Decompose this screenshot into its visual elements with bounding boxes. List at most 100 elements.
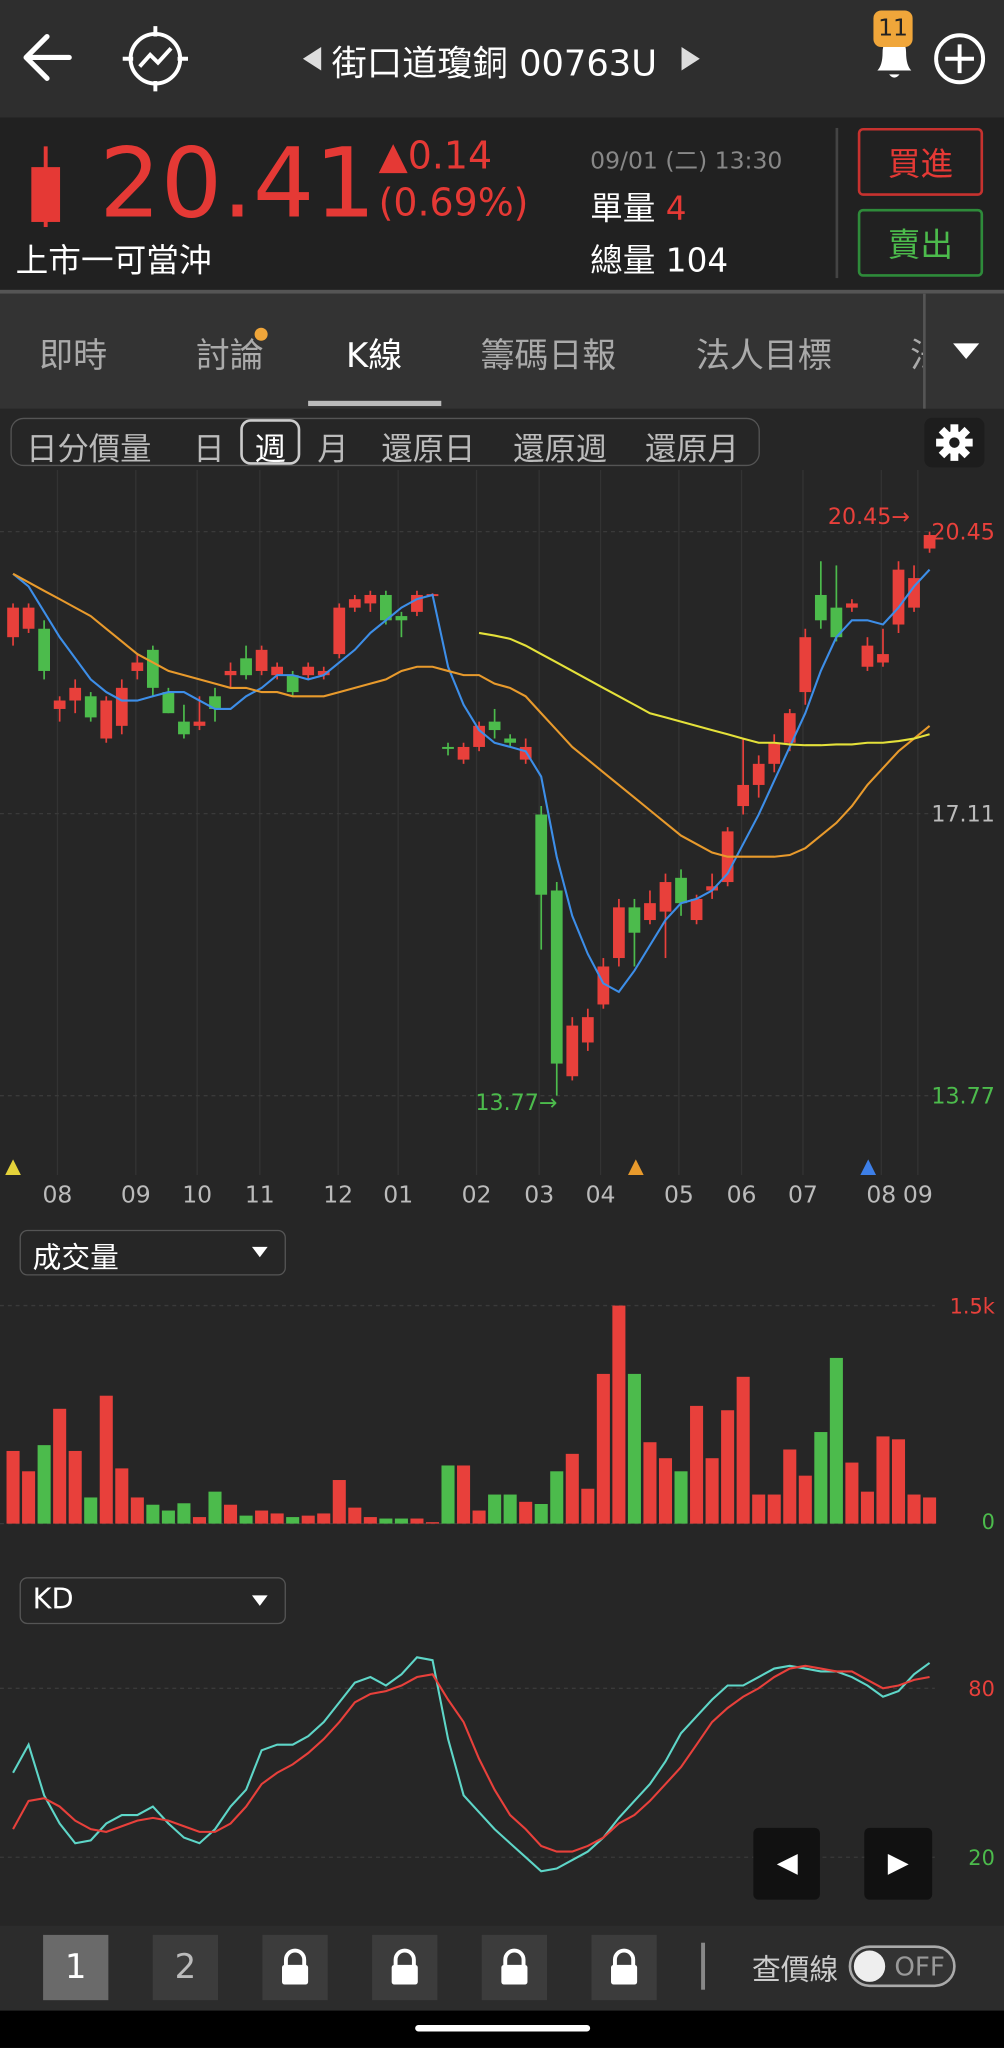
- alert-button[interactable]: [867, 29, 922, 84]
- candle-body: [317, 670, 330, 676]
- tab-list: 即時 討論 K線 籌碼日報 法人目標 法: [0, 294, 924, 409]
- period[interactable]: 日分價量: [26, 430, 152, 468]
- alert-badge: 11: [873, 10, 913, 48]
- kd-dropdown[interactable]: KD: [19, 1577, 286, 1625]
- toggle-knob: [853, 1950, 886, 1982]
- y-tick-label: 0: [982, 1510, 995, 1534]
- locked-layout[interactable]: [262, 1934, 328, 2001]
- candle-body: [162, 692, 175, 714]
- price-line-label: 查價線: [752, 1954, 839, 1988]
- candle-body: [255, 649, 268, 671]
- period[interactable]: 還原日: [381, 430, 476, 468]
- candle-body: [100, 700, 113, 739]
- trend-button[interactable]: [120, 24, 191, 95]
- candle-body: [411, 594, 423, 612]
- change-pct: (0.69%): [378, 180, 529, 225]
- buy-button[interactable]: 買進: [857, 127, 984, 196]
- dropdown-label: 成交量: [32, 1242, 119, 1276]
- volume-bar: [923, 1497, 937, 1524]
- candle-body: [488, 721, 501, 731]
- volume-bar: [643, 1442, 657, 1524]
- marker: [860, 1159, 877, 1176]
- candle-body: [877, 654, 889, 663]
- lot-label: 單量: [590, 189, 656, 228]
- candle-body: [473, 725, 485, 747]
- layout-button[interactable]: 2: [152, 1934, 219, 2001]
- candle-body: [302, 666, 315, 676]
- locked-layout[interactable]: [372, 1934, 438, 2001]
- candle-body: [581, 1017, 594, 1043]
- x-tick-label: 08: [866, 1180, 896, 1208]
- volume-bar: [581, 1488, 595, 1524]
- toggle[interactable]: OFF: [848, 1945, 956, 1988]
- tab[interactable]: 法人目標: [695, 336, 832, 377]
- locked-layout[interactable]: [591, 1934, 657, 2001]
- locked-layout[interactable]: [481, 1934, 548, 2001]
- volume-bar: [612, 1305, 626, 1524]
- candle-body: [706, 886, 718, 891]
- y-tick-label: 1.5k: [950, 1294, 996, 1318]
- lock-icon: [501, 1948, 528, 1985]
- prev-stock[interactable]: [300, 44, 324, 73]
- volume-dropdown[interactable]: 成交量: [19, 1229, 286, 1276]
- toggle-label: OFF: [894, 1950, 945, 1982]
- candle-body: [504, 738, 517, 743]
- candle-body: [923, 535, 936, 549]
- period[interactable]: 日: [193, 430, 225, 468]
- period[interactable]: 週: [254, 430, 286, 468]
- volume-bar: [332, 1480, 346, 1524]
- period[interactable]: 月: [317, 430, 349, 468]
- volume-bar: [534, 1504, 548, 1524]
- scroll-right[interactable]: [864, 1827, 933, 1900]
- sell-button[interactable]: 賣出: [857, 208, 984, 277]
- candle-body: [752, 763, 765, 785]
- candle-body: [348, 599, 361, 608]
- tab[interactable]: K線: [345, 336, 403, 377]
- candle-body: [892, 569, 905, 625]
- tab[interactable]: 即時: [39, 336, 108, 377]
- period[interactable]: 還原週: [513, 430, 608, 468]
- tab[interactable]: 討論: [195, 336, 264, 377]
- volume-bar: [829, 1357, 843, 1524]
- tab-menu[interactable]: [923, 293, 1004, 409]
- y-tick-label: 13.77: [931, 1083, 995, 1109]
- menu-arrow: [953, 343, 980, 360]
- volume-bar: [130, 1497, 144, 1524]
- footer: 1 2 查價線 OFF: [0, 1925, 1004, 2011]
- volume-bar: [239, 1515, 253, 1524]
- volume-bar: [177, 1503, 191, 1524]
- x-tick-label: 12: [323, 1180, 353, 1208]
- volume-bar: [519, 1501, 533, 1524]
- candle-body: [814, 594, 827, 621]
- tab[interactable]: 籌碼日報: [480, 336, 617, 377]
- add-button[interactable]: [932, 31, 987, 86]
- tab[interactable]: 法: [910, 329, 924, 377]
- x-tick-label: 02: [462, 1180, 492, 1208]
- candle-body: [115, 687, 128, 726]
- volume-bar: [161, 1510, 175, 1524]
- moving-average: [478, 631, 930, 747]
- candle-body: [737, 784, 750, 807]
- min-label: 13.77→: [475, 1090, 557, 1116]
- volume-bar: [317, 1513, 331, 1524]
- scroll-left[interactable]: [753, 1827, 820, 1900]
- arrow: [776, 1853, 798, 1875]
- volume-bar: [425, 1522, 440, 1524]
- volume-bar: [721, 1410, 735, 1524]
- back-button[interactable]: [21, 31, 73, 83]
- market: 上市一可當沖: [15, 241, 212, 280]
- candle-body: [830, 607, 843, 638]
- layout-button[interactable]: 1: [43, 1934, 109, 2001]
- lock-icon: [282, 1948, 309, 1985]
- settings-button[interactable]: [924, 417, 985, 468]
- x-tick-label: 06: [727, 1180, 757, 1208]
- volume-bar: [876, 1436, 890, 1524]
- volume-bar: [627, 1373, 641, 1524]
- unread-dot: [254, 327, 268, 341]
- candle-body: [597, 966, 610, 1005]
- period[interactable]: 還原月: [644, 430, 739, 468]
- next-stock[interactable]: [679, 44, 703, 73]
- total: 總量 104: [590, 235, 728, 282]
- candle-body: [675, 877, 687, 904]
- y-tick-label: 20: [968, 1846, 995, 1870]
